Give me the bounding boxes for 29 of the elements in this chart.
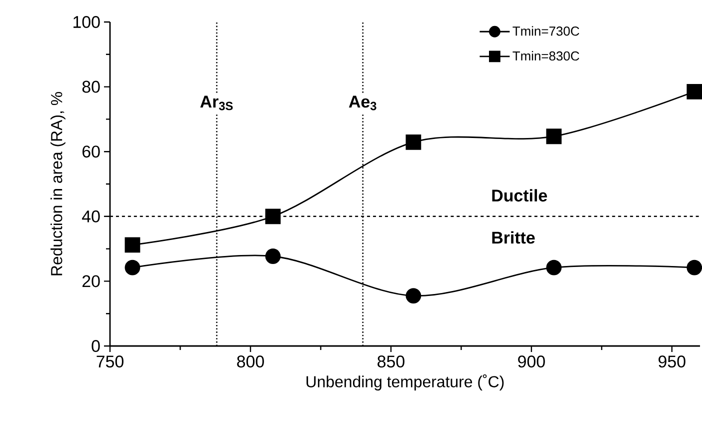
point — [686, 84, 702, 100]
y-tick-label: 0 — [92, 340, 100, 352]
y-tick-label: 80 — [82, 80, 100, 93]
x-tick-label: 750 — [96, 356, 124, 368]
point — [265, 208, 281, 224]
point — [265, 248, 281, 264]
legend-label: Tmin=730C — [512, 26, 580, 36]
point — [406, 134, 422, 150]
y-axis-title: Reduction in area (RA), % — [50, 92, 66, 276]
x-tick-label: 950 — [658, 356, 686, 368]
point — [406, 288, 422, 304]
x-axis-title: Unbending temperature (˚C) — [306, 374, 504, 391]
x-tick-label: 800 — [237, 356, 264, 368]
x-tick-label: 850 — [378, 356, 404, 368]
y-tick-label: 100 — [74, 16, 100, 28]
point — [686, 260, 702, 276]
legend-label: Tmin=830C — [512, 51, 580, 61]
point — [546, 260, 562, 276]
annotation: Ductile — [492, 189, 548, 202]
ref-line-label: Ae$_{3}$ — [348, 96, 376, 110]
y-tick-label: 20 — [82, 275, 100, 288]
point — [124, 260, 140, 276]
point — [546, 128, 562, 144]
point — [124, 237, 140, 253]
x-tick-label: 900 — [518, 356, 545, 368]
ref-line-label: Ar$_{3S}$ — [200, 96, 233, 110]
annotation: Britte — [492, 231, 535, 244]
y-tick-label: 40 — [82, 210, 100, 222]
y-tick-label: 60 — [82, 146, 100, 158]
